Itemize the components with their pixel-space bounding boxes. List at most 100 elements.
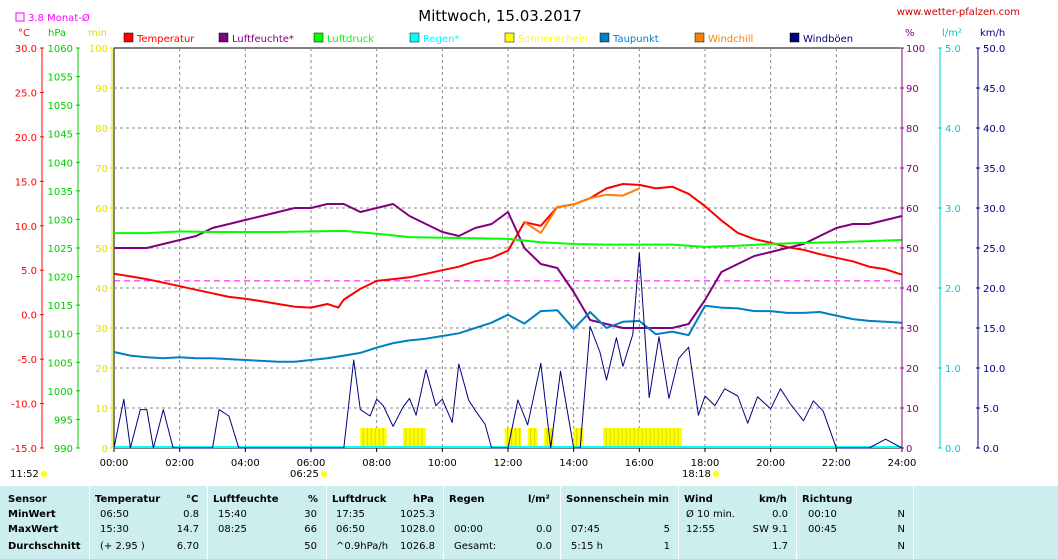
left-time-label: 11:52 bbox=[10, 469, 39, 480]
stats-cell-rain-time: 00:00 bbox=[454, 524, 483, 535]
chart-title: Mittwoch, 15.03.2017 bbox=[418, 7, 582, 25]
stats-cell-label: Durchschnitt bbox=[8, 541, 81, 552]
sunset-label: 18:18 bbox=[682, 469, 711, 480]
stats-header-wind-unit: km/h bbox=[759, 494, 787, 505]
stats-divider bbox=[913, 486, 914, 559]
wind-axis-tick-label: 40.0 bbox=[983, 124, 1005, 135]
stats-cell-dir-val: N bbox=[897, 541, 905, 552]
temperature-axis-tick-label: -10.0 bbox=[11, 400, 37, 411]
temperature-axis-tick-label: 10.0 bbox=[15, 222, 37, 233]
sunshine-axis-tick-label: 90 bbox=[95, 84, 108, 95]
rain-axis-tick-label: 3.0 bbox=[945, 204, 961, 215]
left-time-dot bbox=[41, 471, 47, 477]
humidity-axis-tick-label: 40 bbox=[906, 284, 919, 295]
x-tick-label: 10:00 bbox=[428, 458, 457, 469]
stats-cell-rain-val: 0.0 bbox=[536, 524, 552, 535]
sunrise-icon bbox=[321, 471, 327, 477]
sunshine-axis-tick-label: 10 bbox=[95, 404, 108, 415]
wind-axis-tick-label: 20.0 bbox=[983, 284, 1005, 295]
stats-divider bbox=[207, 486, 208, 559]
monthly-avg-label: 3.8 Monat-Ø bbox=[28, 12, 90, 24]
chart-axes: 00:00 02:00 04:00 06:00 08:00 10:00 12:00 14:00… bbox=[11, 44, 1005, 469]
humidity-axis-tick-label: 30 bbox=[906, 324, 919, 335]
series-line bbox=[114, 229, 903, 248]
temperature-axis-tick-label: 30.0 bbox=[15, 44, 37, 55]
x-tick-label: 20:00 bbox=[756, 458, 785, 469]
wind-axis-tick-label: 15.0 bbox=[983, 324, 1005, 335]
stats-header-temperature: Temperatur bbox=[95, 494, 161, 505]
humidity-axis-tick-label: 70 bbox=[906, 164, 919, 175]
stats-header-humidity: Luftfeuchte bbox=[213, 494, 279, 505]
wind-axis-tick-label: 30.0 bbox=[983, 204, 1005, 215]
pressure-axis-tick-label: 995 bbox=[54, 415, 73, 426]
series-line bbox=[113, 183, 903, 309]
humidity-axis-tick-label: 100 bbox=[906, 44, 925, 55]
rain-axis-tick-label: 0.0 bbox=[945, 444, 961, 455]
stats-cell-press-val: 1025.3 bbox=[400, 509, 435, 520]
wind-axis-tick-label: 50.0 bbox=[983, 44, 1005, 55]
rain-axis-tick-label: 1.0 bbox=[945, 364, 961, 375]
stats-cell-label: MinWert bbox=[8, 509, 56, 520]
pressure-axis-tick-label: 1005 bbox=[48, 358, 73, 369]
website-link[interactable]: www.wetter-pfalzen.com bbox=[897, 7, 1020, 18]
statistics-table: Sensor Temperatur °C Luftfeuchte % Luftd… bbox=[0, 486, 1058, 559]
sunshine-axis-tick-label: 80 bbox=[95, 124, 108, 135]
wind-axis-tick-label: 10.0 bbox=[983, 364, 1005, 375]
stats-cell-temp-val: 0.8 bbox=[183, 509, 199, 520]
legend-swatch bbox=[218, 32, 229, 43]
humidity-axis-tick-label: 60 bbox=[906, 204, 919, 215]
legend-label: Taupunkt bbox=[612, 34, 659, 45]
wind-axis-tick-label: 35.0 bbox=[983, 164, 1005, 175]
stats-header-hum-unit: % bbox=[308, 494, 319, 505]
temperature-axis-tick-label: 25.0 bbox=[15, 88, 37, 99]
x-tick-label: 04:00 bbox=[231, 458, 260, 469]
temperature-axis-tick-label: 5.0 bbox=[21, 266, 37, 277]
legend-label: Regen* bbox=[423, 34, 460, 45]
stats-cell-press-val: 1026.8 bbox=[400, 541, 435, 552]
temperature-axis-tick-label: -15.0 bbox=[11, 444, 37, 455]
humidity-axis-tick-label: 50 bbox=[906, 244, 919, 255]
stats-cell-rain-val: 0.0 bbox=[536, 541, 552, 552]
stats-header-rain-unit: l/m² bbox=[528, 494, 550, 505]
stats-cell-hum-val: 50 bbox=[304, 541, 317, 552]
x-tick-label: 24:00 bbox=[888, 458, 917, 469]
temperature-axis-tick-label: 20.0 bbox=[15, 133, 37, 144]
humidity-axis-tick-label: 0 bbox=[906, 444, 912, 455]
stats-cell-dir-val: N bbox=[897, 524, 905, 535]
legend-swatch bbox=[123, 32, 134, 43]
pressure-axis-tick-label: 1045 bbox=[48, 130, 73, 141]
unit-lm2: l/m² bbox=[942, 28, 962, 39]
sunrise-label: 06:25 bbox=[290, 469, 319, 480]
pressure-axis-tick-label: 990 bbox=[54, 444, 73, 455]
stats-cell-temp-val: 14.7 bbox=[176, 524, 199, 535]
stats-cell-press-time: 06:50 bbox=[336, 524, 365, 535]
humidity-axis-tick-label: 80 bbox=[906, 124, 919, 135]
sunshine-axis-tick-label: 50 bbox=[95, 244, 108, 255]
sunshine-axis-tick-label: 30 bbox=[95, 324, 108, 335]
stats-cell-rain-time: Gesamt: bbox=[454, 541, 497, 552]
sunset-icon bbox=[713, 471, 719, 477]
sunshine-axis-tick-label: 60 bbox=[95, 204, 108, 215]
wind-axis-tick-label: 5.0 bbox=[983, 404, 999, 415]
stats-divider bbox=[89, 486, 90, 559]
pressure-axis-tick-label: 1050 bbox=[48, 101, 73, 112]
rain-axis-tick-label: 5.0 bbox=[945, 44, 961, 55]
x-tick-label: 22:00 bbox=[822, 458, 851, 469]
stats-cell-hum-time: 08:25 bbox=[218, 524, 247, 535]
stats-cell-dir-val: N bbox=[897, 509, 905, 520]
wind-axis-tick-label: 25.0 bbox=[983, 244, 1005, 255]
sunshine-axis-tick-label: 70 bbox=[95, 164, 108, 175]
sunshine-axis-tick-label: 100 bbox=[89, 44, 108, 55]
stats-cell-wind-time: Ø 10 min. bbox=[686, 509, 735, 520]
stats-cell-dir-time: 00:10 bbox=[808, 509, 837, 520]
chart-legend: Temperatur Luftfeuchte* Luftdruck Regen* Son… bbox=[123, 32, 853, 45]
unit-hpa: hPa bbox=[48, 28, 66, 39]
sunshine-bars bbox=[360, 428, 683, 448]
legend-swatch bbox=[504, 32, 515, 43]
sunshine-bar bbox=[573, 428, 584, 448]
stats-cell-sun-time: 07:45 bbox=[571, 524, 600, 535]
x-tick-label: 06:00 bbox=[297, 458, 326, 469]
x-tick-label: 18:00 bbox=[691, 458, 720, 469]
stats-cell-wind-val: SW 9.1 bbox=[752, 524, 788, 535]
stats-divider bbox=[443, 486, 444, 559]
